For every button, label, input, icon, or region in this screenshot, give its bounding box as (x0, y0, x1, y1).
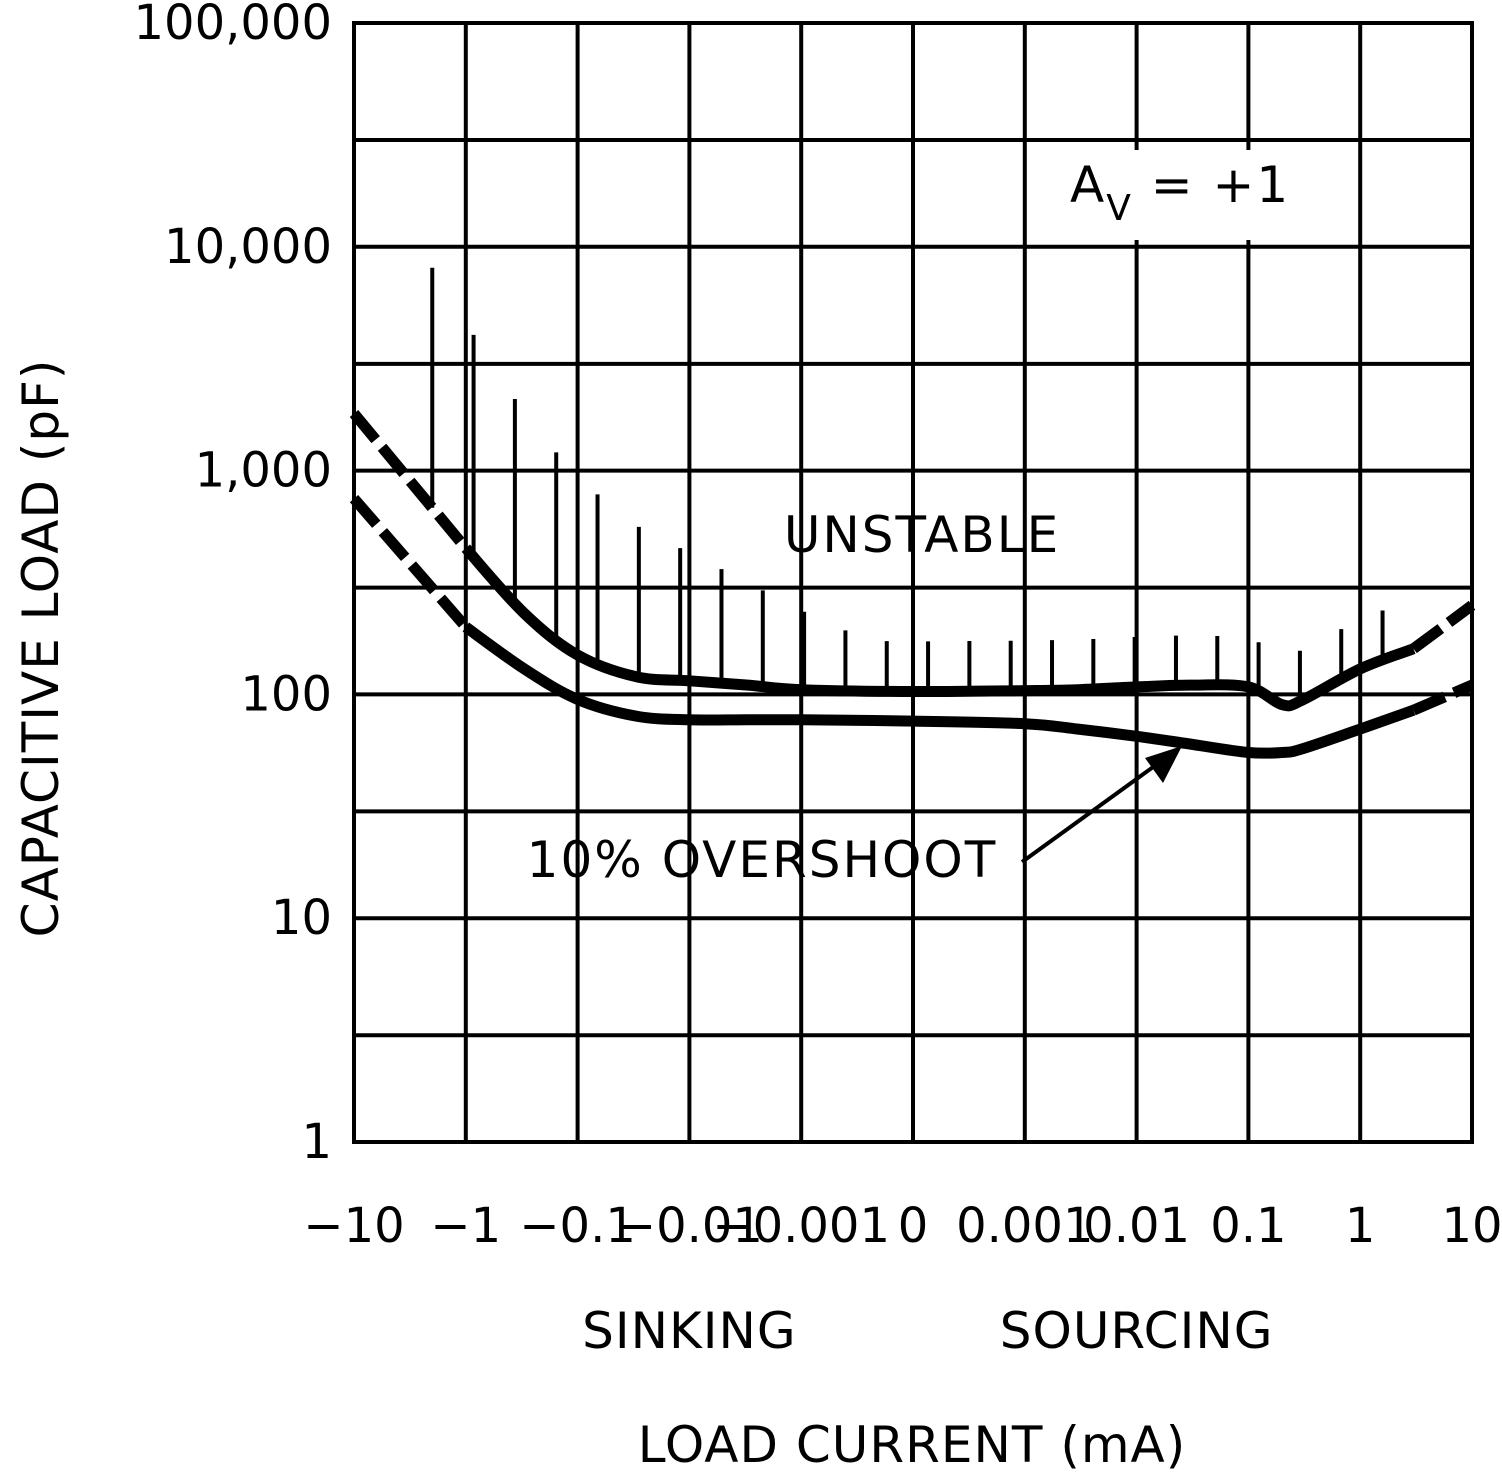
y-tick-label: 1 (301, 1114, 332, 1170)
series-10%-overshoot-dashed (349, 494, 470, 631)
series-stability-boundary-dashed (349, 409, 471, 552)
x-tick-label: 0.1 (1210, 1198, 1286, 1254)
x-tick-label: 1 (1345, 1198, 1376, 1254)
y-axis-label: CAPACITIVE LOAD (pF) (12, 359, 70, 938)
gain-annotation: AV = +1 (1050, 150, 1340, 240)
overshoot-annotation: 10% OVERSHOOT (527, 831, 998, 889)
gain-subscript: V (1106, 188, 1133, 229)
series-stability-boundary-solid (461, 544, 1416, 712)
x-axis-label: LOAD CURRENT (mA) (638, 1416, 1187, 1474)
x-tick-label: −0.001 (712, 1198, 890, 1254)
x-region-label-sourcing: SOURCING (1000, 1302, 1274, 1360)
x-tick-label: 0.01 (1083, 1198, 1190, 1254)
overshoot-arrow (1020, 746, 1182, 864)
x-tick-label: −0.1 (519, 1198, 636, 1254)
svg-text:AV = +1: AV = +1 (1070, 156, 1290, 229)
y-tick-label: 10 (271, 890, 332, 946)
x-tick-label: −1 (430, 1198, 501, 1254)
series-10%-overshoot-solid (462, 622, 1416, 759)
y-tick-label: 1,000 (195, 443, 332, 499)
x-tick-label: 10 (1441, 1198, 1502, 1254)
x-tick-label: 0 (898, 1198, 929, 1254)
series-10%-overshoot-dashed (1411, 680, 1475, 716)
y-tick-label: 10,000 (164, 219, 332, 275)
y-tick-label: 100,000 (134, 0, 333, 51)
x-tick-label: −10 (303, 1198, 404, 1254)
x-tick-label: 0.001 (956, 1198, 1093, 1254)
gain-base: A (1070, 156, 1106, 214)
unstable-hatching (430, 267, 1385, 701)
unstable-annotation: UNSTABLE (784, 506, 1060, 564)
y-tick-label: 100 (240, 666, 332, 722)
gain-rest: = +1 (1133, 156, 1290, 214)
series-lines (349, 409, 1476, 759)
series-stability-boundary-dashed (1410, 600, 1476, 654)
x-region-label-sinking: SINKING (582, 1302, 797, 1360)
y-tick-labels: 1 10 100 1,000 10,000 100,000 (134, 0, 333, 1170)
x-tick-label: −0.01 (616, 1198, 763, 1254)
